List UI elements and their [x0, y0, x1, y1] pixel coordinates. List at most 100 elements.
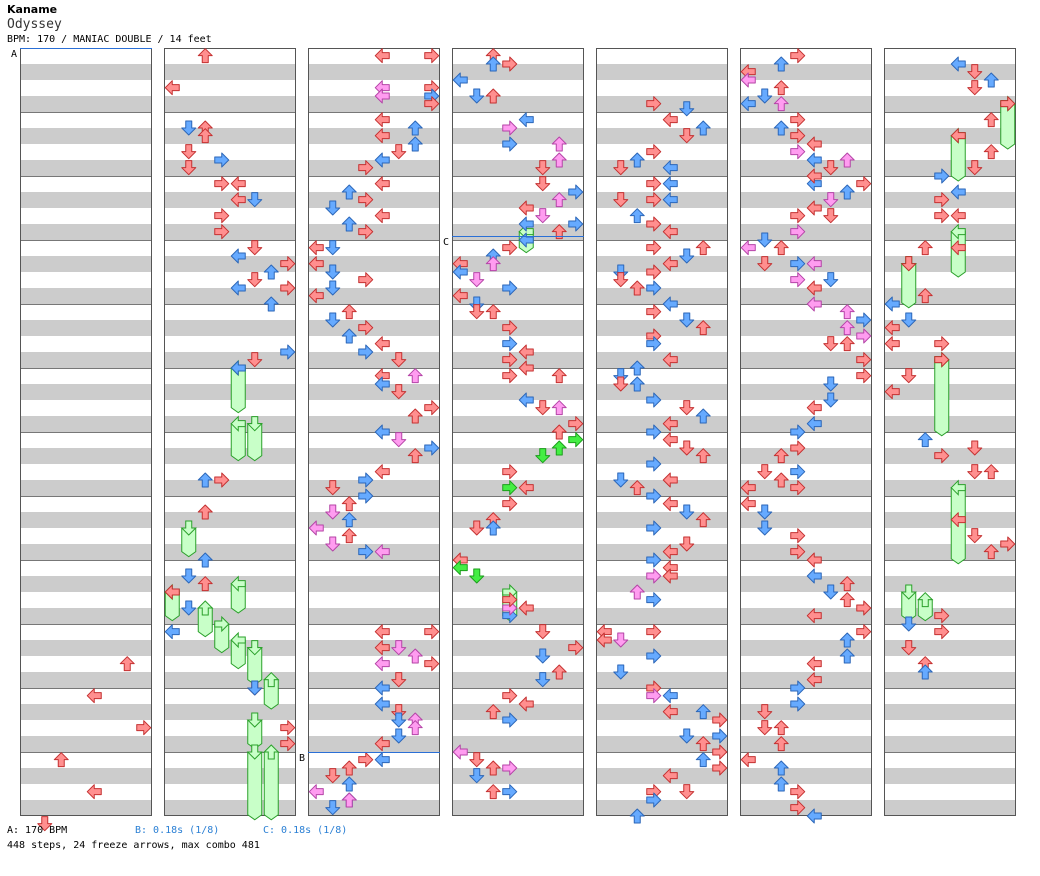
step-arrow: [391, 144, 407, 160]
step-arrow: [662, 432, 678, 448]
step-arrow: [773, 760, 789, 776]
step-arrow: [790, 112, 806, 128]
step-arrow: [839, 336, 855, 352]
beat-stripe: [884, 608, 1016, 624]
step-arrow: [773, 776, 789, 792]
step-arrow: [823, 584, 839, 600]
step-arrow: [629, 808, 645, 824]
step-arrow: [646, 240, 662, 256]
beat-stripe: [740, 384, 872, 400]
beat-stripe: [308, 608, 440, 624]
freeze-arrow: [246, 640, 263, 686]
step-arrow: [950, 208, 966, 224]
step-arrow: [37, 816, 53, 832]
step-arrow: [374, 88, 390, 104]
column-border: [164, 48, 296, 816]
step-arrow: [502, 320, 518, 336]
step-arrow: [374, 680, 390, 696]
beat-stripe: [884, 128, 1016, 144]
step-arrow: [407, 120, 423, 136]
step-arrow: [518, 216, 534, 232]
step-arrow: [485, 88, 501, 104]
beat-stripe: [596, 416, 728, 432]
legend-a: A: 170 BPM: [7, 825, 68, 836]
step-arrow: [502, 464, 518, 480]
beat-stripe: [20, 640, 152, 656]
step-arrow: [679, 728, 695, 744]
step-arrow: [197, 48, 213, 64]
beat-stripe: [596, 352, 728, 368]
step-arrow: [485, 520, 501, 536]
step-arrow: [280, 736, 296, 752]
step-arrow: [358, 488, 374, 504]
beat-stripe: [20, 672, 152, 688]
step-arrow: [662, 224, 678, 240]
step-arrow: [181, 120, 197, 136]
step-arrow: [502, 56, 518, 72]
beat-stripe: [452, 800, 584, 816]
step-arrow: [374, 544, 390, 560]
step-arrow: [407, 368, 423, 384]
beat-stripe: [308, 736, 440, 752]
beat-stripe: [596, 480, 728, 496]
step-arrow: [358, 272, 374, 288]
step-arrow: [518, 112, 534, 128]
beat-stripe: [596, 192, 728, 208]
beat-stripe: [308, 288, 440, 304]
step-arrow: [679, 101, 695, 117]
step-arrow: [839, 320, 855, 336]
step-arrow: [823, 392, 839, 408]
beat-stripe: [20, 96, 152, 112]
step-arrow: [485, 304, 501, 320]
step-arrow: [518, 344, 534, 360]
freeze-head: [263, 671, 280, 688]
step-arrow: [391, 640, 407, 656]
beat-stripe: [452, 640, 584, 656]
step-arrow: [325, 240, 341, 256]
beat-stripe: [20, 576, 152, 592]
step-arrow: [773, 240, 789, 256]
step-arrow: [712, 744, 728, 760]
step-arrow: [983, 144, 999, 160]
step-arrow: [773, 736, 789, 752]
step-arrow: [662, 176, 678, 192]
step-arrow: [757, 464, 773, 480]
step-arrow: [181, 144, 197, 160]
beat-stripe: [596, 256, 728, 272]
step-arrow: [308, 520, 324, 536]
step-arrow: [86, 688, 102, 704]
step-arrow: [197, 504, 213, 520]
step-arrow: [679, 504, 695, 520]
beat-stripe: [20, 512, 152, 528]
beat-stripe: [164, 192, 296, 208]
step-arrow: [518, 480, 534, 496]
step-arrow: [712, 728, 728, 744]
step-arrow: [391, 352, 407, 368]
step-arrow: [391, 432, 407, 448]
step-arrow: [967, 440, 983, 456]
beat-stripe: [164, 512, 296, 528]
beat-stripe: [308, 480, 440, 496]
beat-stripe: [452, 704, 584, 720]
step-arrow: [469, 304, 485, 320]
beat-stripe: [740, 256, 872, 272]
step-arrow: [374, 208, 390, 224]
beat-stripe: [308, 512, 440, 528]
step-arrow: [646, 176, 662, 192]
beat-stripe: [740, 704, 872, 720]
beat-stripe: [164, 320, 296, 336]
step-arrow: [424, 624, 440, 640]
beat-stripe: [164, 704, 296, 720]
step-arrow: [646, 264, 662, 280]
marker-label: A: [11, 49, 17, 60]
step-arrow: [230, 176, 246, 192]
marker-label: C: [443, 237, 449, 248]
beat-stripe: [740, 448, 872, 464]
beat-stripe: [20, 224, 152, 240]
step-arrow: [518, 360, 534, 376]
freeze-head: [246, 640, 263, 656]
step-arrow: [950, 184, 966, 200]
step-arrow: [646, 280, 662, 296]
beat-stripe: [20, 448, 152, 464]
step-arrow: [901, 640, 917, 656]
